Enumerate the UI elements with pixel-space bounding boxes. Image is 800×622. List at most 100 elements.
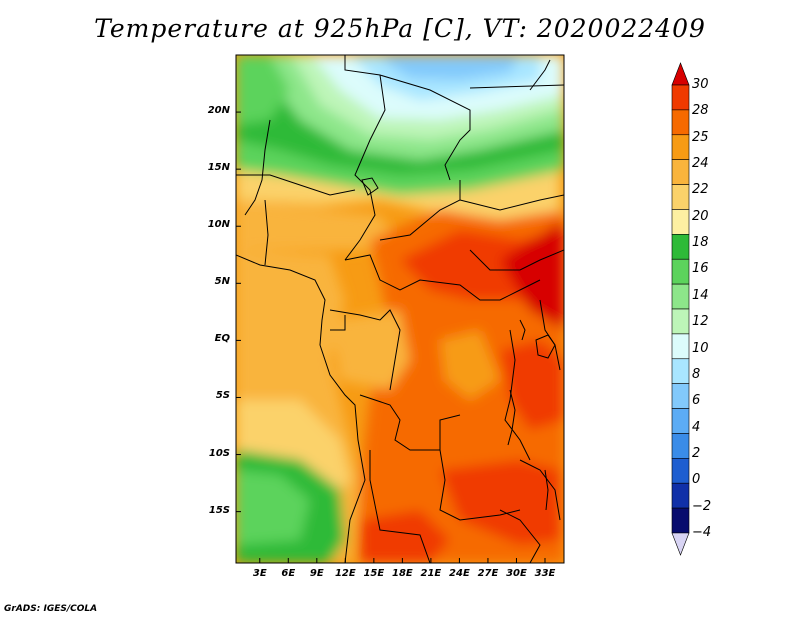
lat-label: 15S [208, 504, 230, 516]
field-south-28 [360, 510, 450, 563]
lat-label: 10N [207, 219, 230, 231]
colorbar [671, 62, 690, 556]
border-car-north [344, 254, 541, 301]
colorbar-segment [671, 383, 690, 409]
field-east-30 [500, 220, 564, 330]
colorbar-segment [671, 159, 690, 185]
lon-label: 9E [309, 568, 324, 579]
field-north-22 [236, 200, 400, 250]
lon-label: 24E [449, 568, 470, 579]
border-gabon [330, 315, 346, 331]
coastline-west [236, 254, 366, 563]
lat-label: 10S [208, 447, 230, 459]
colorbar-level-label: 6 [692, 393, 701, 409]
colorbar-segment [671, 333, 690, 360]
boundaries [236, 55, 564, 563]
lon-label: 3E [252, 568, 267, 579]
colorbar-level-label: 4 [692, 419, 701, 435]
nile-delta [529, 59, 551, 91]
lat-label: 5S [215, 390, 230, 402]
colorbar-level-label: 12 [692, 314, 709, 330]
colorbar-top-arrow [671, 62, 690, 86]
colorbar-segment [671, 458, 690, 484]
colorbar-level-label: 18 [692, 235, 709, 251]
colorbar-segment [671, 308, 690, 335]
border-libya-sudan [344, 55, 471, 181]
lon-label: 15E [363, 568, 385, 579]
colorbar-segment [671, 358, 690, 384]
colorbar-segment [671, 109, 690, 136]
lat-label: EQ [214, 333, 230, 345]
field-sw-green2 [236, 470, 310, 545]
border-congo [329, 309, 401, 391]
colorbar-segment [671, 507, 690, 534]
field-lakes-28 [500, 340, 564, 430]
border-drc-angola [359, 394, 461, 451]
border-zambia [439, 449, 521, 521]
map-title: Temperature at 925hPa [C], VT: 202002240… [94, 14, 706, 43]
lat-label: 5N [214, 276, 230, 288]
colorbar-level-label: 30 [692, 77, 709, 92]
border-chad-sudan [379, 180, 461, 241]
lon-label: 12E [334, 568, 356, 579]
colorbar-level-label: 8 [692, 366, 701, 382]
axis-ticks [236, 111, 546, 563]
border-niger-nigeria [236, 174, 356, 196]
colorbar-segment [671, 433, 690, 459]
border-mali-niger [244, 119, 271, 216]
temperature-field [236, 55, 564, 563]
border-angola-namibia [369, 450, 431, 563]
field-north-6 [380, 55, 520, 80]
border-south-sudan [469, 249, 564, 271]
colorbar-segment [671, 234, 690, 260]
field-nw-green [236, 55, 290, 125]
colorbar-level-label: −4 [692, 525, 712, 540]
colorbar-level-label: 24 [692, 156, 709, 172]
colorbar-segment [671, 482, 690, 509]
lon-label: 33E [534, 568, 556, 579]
border-sudan-south [459, 194, 564, 211]
colorbar-segment [671, 283, 690, 310]
colorbar-segment [671, 408, 690, 434]
colorbar-level-label: 10 [692, 340, 709, 356]
colorbar-level-label: 20 [692, 208, 709, 224]
lon-label: 6E [281, 568, 296, 579]
colorbar-level-label: 28 [692, 103, 709, 119]
colorbar-segment [671, 134, 690, 160]
lake-chad [361, 177, 379, 196]
colorbar-level-label: 22 [692, 182, 709, 198]
lon-label: 18E [392, 568, 413, 579]
border-zimbabwe [499, 509, 541, 563]
lake-victoria [535, 334, 556, 359]
colorbar-segment [671, 209, 690, 235]
field-se-28 [440, 460, 560, 545]
lat-label: 15N [207, 162, 230, 174]
lake-tanganyika [507, 389, 516, 446]
colorbar-level-label: 2 [692, 445, 701, 461]
colorbar-level-label: −2 [692, 498, 712, 514]
border-egypt [469, 84, 564, 89]
colorbar-level-label: 14 [692, 287, 709, 303]
lat-label: 20N [207, 105, 230, 117]
colorbar-bottom-arrow [671, 532, 690, 556]
lake-malawi [544, 469, 549, 511]
colorbar-level-label: 25 [692, 129, 709, 145]
border-east-lakes [504, 329, 531, 461]
field-basin-24 [440, 330, 500, 400]
field-basin-22 [330, 310, 410, 390]
grads-credit: GrADS: IGES/COLA [4, 604, 98, 614]
border-tanzania [519, 459, 561, 521]
map-frame [235, 54, 565, 564]
colorbar-level-label: 16 [692, 261, 709, 277]
colorbar-level-label: 0 [692, 472, 701, 488]
colorbar-segment [671, 184, 690, 210]
lon-label: 30E [506, 568, 527, 579]
colorbar-segment [671, 258, 690, 285]
colorbar-segment [671, 84, 690, 111]
border-benin-nigeria [264, 199, 269, 266]
lon-label: 27E [477, 568, 499, 579]
lake-albert [519, 319, 526, 341]
lon-label: 21E [420, 568, 442, 579]
